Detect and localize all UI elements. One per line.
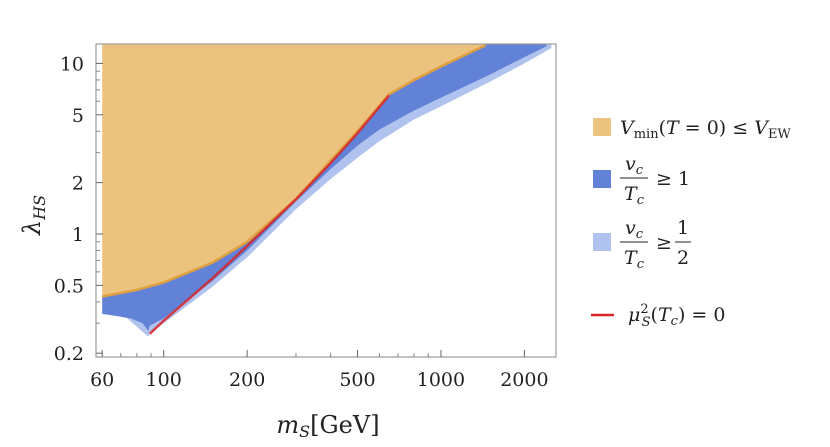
x-tick-label: 60 bbox=[90, 369, 114, 391]
region-vmin bbox=[102, 44, 486, 297]
legend-label-mu: μ2 S(Tc) = 0 bbox=[628, 302, 725, 330]
legend-swatch-vmin bbox=[593, 118, 611, 136]
y-tick-label: 0.5 bbox=[54, 275, 84, 297]
mu-zero-line bbox=[148, 94, 391, 335]
y-tick-label: 2 bbox=[72, 173, 84, 195]
legend-label-vmin: Vmin(T = 0) ≤ VEW bbox=[620, 117, 791, 142]
plot-area bbox=[101, 43, 552, 337]
svg-text:≥ 1: ≥ 1 bbox=[656, 168, 690, 190]
x-tick-label: 100 bbox=[146, 369, 182, 391]
svg-text:Tc: Tc bbox=[624, 247, 645, 272]
svg-text:1: 1 bbox=[677, 217, 689, 239]
x-axis-title: mS[GeV] bbox=[276, 411, 379, 441]
x-tick-label: 2000 bbox=[500, 369, 548, 391]
legend-swatch-strong bbox=[593, 170, 611, 188]
legend: Vmin(T = 0) ≤ VEW vc Tc ≥ 1 vc Tc ≥ 1 2 … bbox=[591, 117, 791, 330]
y-axis-title: λHS bbox=[18, 195, 49, 236]
svg-text:≥: ≥ bbox=[656, 232, 672, 254]
x-tick-label: 1000 bbox=[417, 369, 465, 391]
y-tick-label: 1 bbox=[72, 224, 84, 246]
y-tick-label: 5 bbox=[72, 105, 84, 127]
x-tick-label: 200 bbox=[229, 369, 265, 391]
svg-text:Tc: Tc bbox=[624, 183, 645, 208]
x-axis: 60 100 200 500 1000 2000 bbox=[90, 350, 549, 391]
plot-frame bbox=[95, 43, 557, 358]
x-tick-label: 500 bbox=[339, 369, 375, 391]
legend-label-weak: vc Tc ≥ 1 2 bbox=[620, 217, 691, 272]
svg-text:2: 2 bbox=[677, 247, 689, 269]
svg-text:vc: vc bbox=[625, 153, 644, 178]
legend-label-strong: vc Tc ≥ 1 bbox=[620, 153, 690, 208]
y-tick-label: 10 bbox=[60, 53, 84, 75]
y-tick-label: 0.2 bbox=[54, 343, 84, 365]
y-axis: 0.2 0.5 1 2 5 10 bbox=[54, 53, 103, 365]
legend-swatch-weak bbox=[593, 233, 611, 251]
region-strong-transition bbox=[102, 44, 547, 331]
svg-text:vc: vc bbox=[625, 217, 644, 242]
